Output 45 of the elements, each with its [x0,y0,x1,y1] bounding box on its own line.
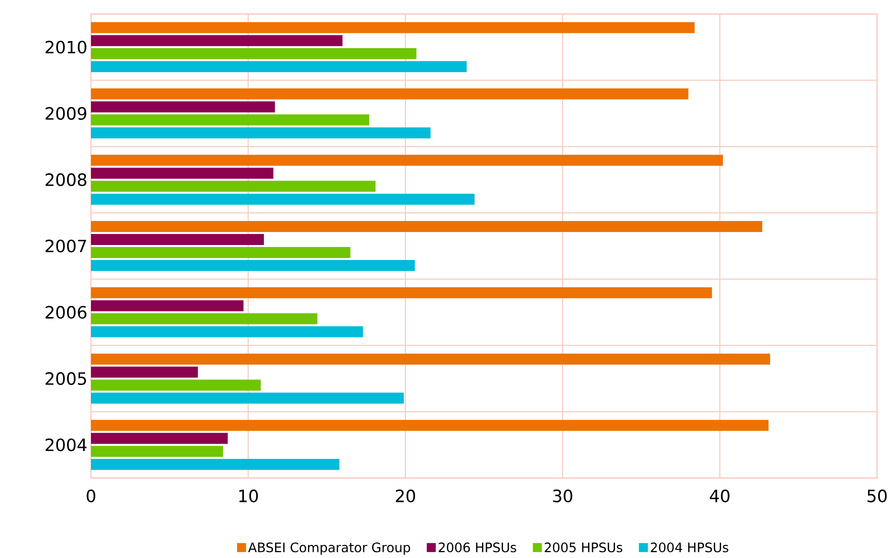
y-tick-label: 2004 [46,438,87,452]
x-tick-label: 0 [86,490,96,503]
bar [91,61,467,72]
bar [91,420,769,432]
y-tick-label: 2008 [46,174,86,186]
bar [91,446,224,458]
y-tick-label: 2007 [46,240,86,253]
x-tick-label: 10 [239,490,258,503]
bar [91,380,261,391]
legend-label: 2004 HPSUs [650,542,728,553]
bar [91,221,762,232]
bar [91,114,370,126]
bar [91,354,770,365]
x-tick-label: 20 [396,490,416,503]
bar [91,234,264,246]
bar [91,88,688,100]
x-tick-label: 40 [710,490,730,503]
bar [91,300,244,312]
bar [91,35,343,46]
bar [91,247,350,258]
y-tick-label: 2010 [46,40,86,54]
y-tick-label: 2006 [46,306,86,319]
bar [91,313,318,324]
bar [91,180,376,192]
bar [91,366,198,378]
bar [91,128,431,139]
bar [91,392,404,404]
legend-label: 2005 HPSUs [544,542,622,553]
x-tick-label: 30 [553,490,572,503]
bar [91,194,475,205]
bar [91,102,275,113]
bar [91,433,228,444]
bar [91,22,695,34]
bar [91,287,712,298]
x-tick-label: 50 [868,490,887,503]
bar [91,260,415,272]
y-tick-label: 2009 [46,107,86,120]
y-tick-label: 2005 [46,372,86,386]
bar [91,168,274,179]
bar [91,326,363,338]
legend-label: 2006 HPSUs [438,542,516,553]
bar [91,48,416,60]
bar [91,459,340,470]
bar [91,154,723,166]
legend-label: ABSEI Comparator Group [248,542,410,556]
